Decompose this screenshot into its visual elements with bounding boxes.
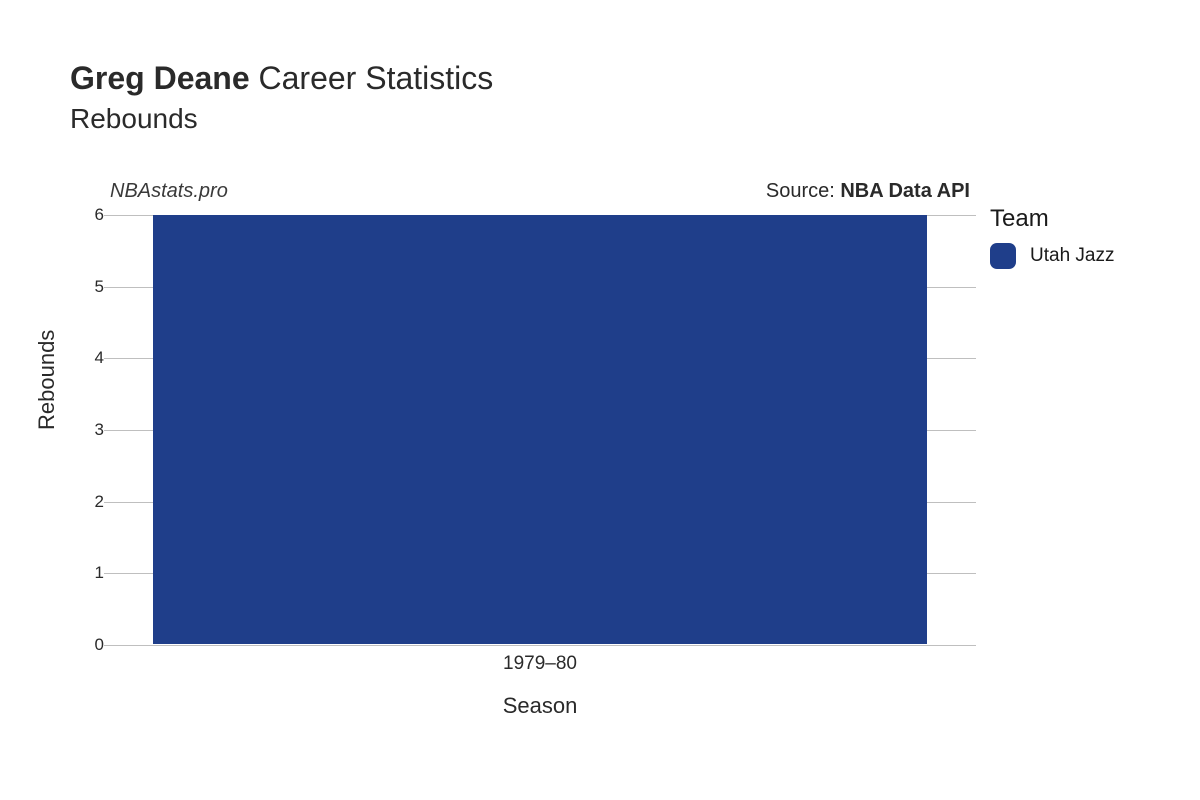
meta-site: NBAstats.pro: [110, 180, 228, 203]
y-tick-label: 6: [80, 205, 104, 225]
page-subtitle: Rebounds: [70, 103, 1160, 135]
legend-title: Team: [990, 205, 1170, 233]
meta-source-name: NBA Data API: [840, 180, 970, 202]
x-axis-label: Season: [110, 693, 970, 719]
y-axis-label: Rebounds: [34, 330, 60, 430]
title-suffix: Career Statistics: [259, 60, 494, 96]
chart-container: Greg Deane Career Statistics Rebounds NB…: [0, 0, 1200, 800]
legend: Team Utah Jazz: [990, 205, 1170, 269]
x-tick-label: 1979–80: [503, 653, 577, 675]
meta-source-prefix: Source:: [766, 180, 840, 202]
y-tick-label: 1: [80, 563, 104, 583]
meta-row: NBAstats.pro Source: NBA Data API: [110, 180, 970, 203]
title-player: Greg Deane: [70, 60, 250, 96]
legend-swatch: [990, 243, 1016, 269]
y-tick-label: 3: [80, 420, 104, 440]
y-tick-label: 5: [80, 277, 104, 297]
y-tick-label: 4: [80, 348, 104, 368]
meta-source: Source: NBA Data API: [766, 180, 970, 203]
bar: [153, 215, 927, 644]
legend-item-label: Utah Jazz: [1030, 245, 1114, 267]
gridline: [104, 645, 976, 646]
y-tick-label: 2: [80, 492, 104, 512]
plot-area: 01234561979–80 Season: [110, 215, 970, 645]
legend-item: Utah Jazz: [990, 243, 1170, 269]
y-tick-label: 0: [80, 635, 104, 655]
page-title: Greg Deane Career Statistics: [70, 60, 1160, 97]
